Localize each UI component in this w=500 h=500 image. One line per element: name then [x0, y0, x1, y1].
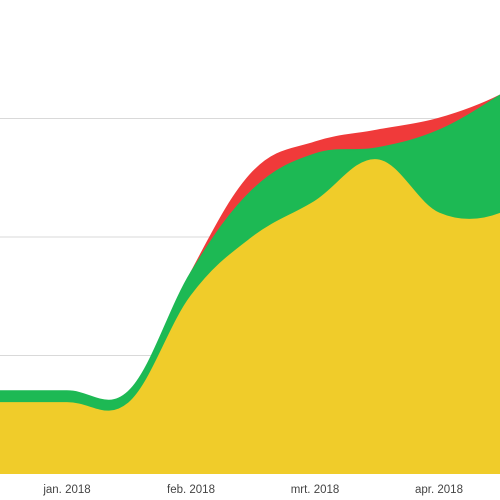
series-layer: [0, 94, 500, 474]
series-line: [0, 94, 500, 402]
series-area: [0, 159, 500, 474]
x-axis: jan. 2018 feb. 2018 mrt. 2018 apr. 2018: [42, 484, 463, 496]
x-tick-label: mrt. 2018: [291, 484, 340, 496]
x-tick-label: feb. 2018: [167, 484, 215, 496]
x-tick-label: jan. 2018: [42, 484, 90, 496]
x-tick-label: apr. 2018: [415, 484, 463, 496]
series-0: [0, 159, 500, 474]
series-line: [0, 159, 500, 413]
